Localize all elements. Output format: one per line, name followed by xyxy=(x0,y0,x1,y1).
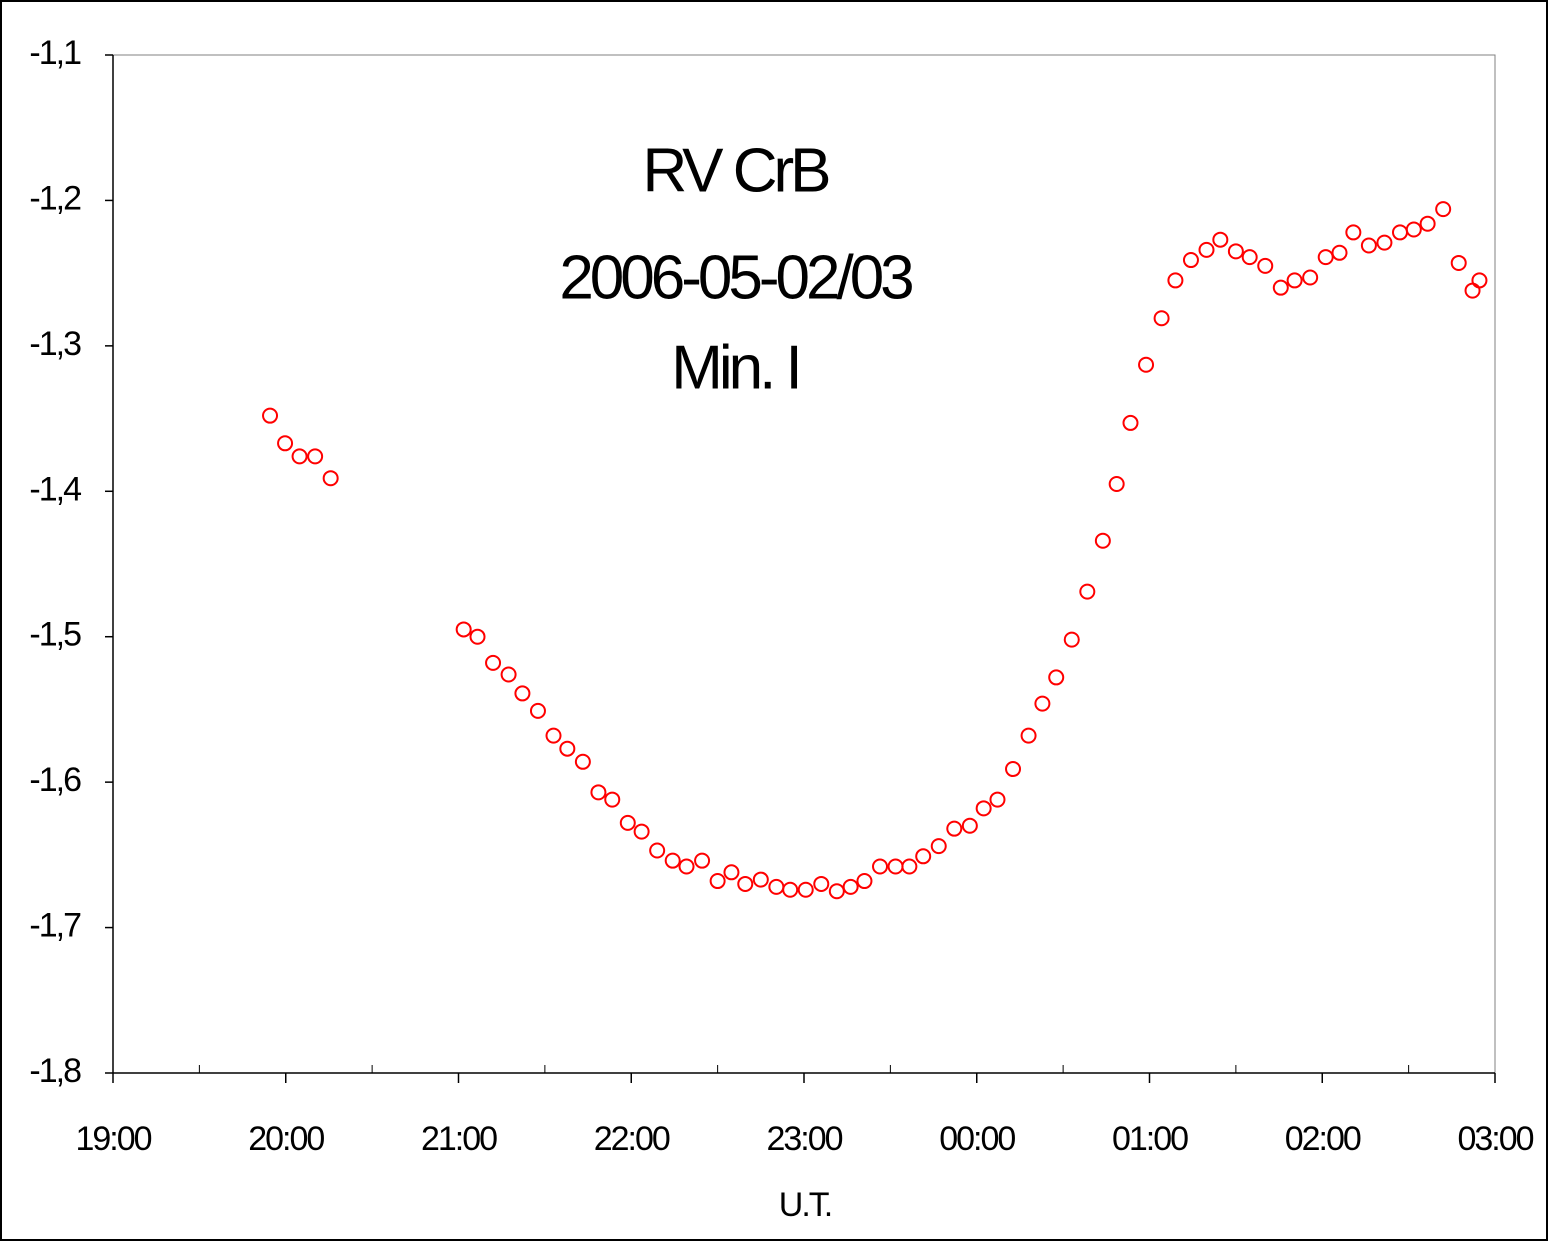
chart-title: 2006-05-02/03 xyxy=(559,243,912,312)
point xyxy=(797,881,814,898)
x-tick-label: 23:00 xyxy=(766,1120,842,1158)
point xyxy=(856,873,873,890)
point xyxy=(828,883,845,900)
x-tick-label: 19:00 xyxy=(75,1120,151,1158)
point xyxy=(737,875,754,892)
point xyxy=(262,407,279,424)
point xyxy=(1331,244,1348,261)
chart-title: Min. I xyxy=(671,333,799,402)
point xyxy=(469,628,486,645)
chart-title: RV CrB xyxy=(642,136,829,205)
point xyxy=(307,448,324,465)
point xyxy=(1227,243,1244,260)
point xyxy=(1079,583,1096,600)
point xyxy=(1048,669,1065,686)
x-tick-label: 02:00 xyxy=(1285,1120,1361,1158)
point xyxy=(694,852,711,869)
point xyxy=(1450,254,1467,271)
x-tick-label: 03:00 xyxy=(1457,1120,1533,1158)
point xyxy=(1257,257,1274,274)
point xyxy=(1286,272,1303,289)
point xyxy=(1435,201,1452,218)
y-tick-label: -1,6 xyxy=(29,761,81,799)
point xyxy=(1063,631,1080,648)
point xyxy=(1345,224,1362,241)
point xyxy=(1034,695,1051,712)
point xyxy=(678,858,695,875)
point xyxy=(1198,241,1215,258)
point xyxy=(961,817,978,834)
point xyxy=(322,470,339,487)
point xyxy=(633,823,650,840)
point xyxy=(1153,310,1170,327)
point xyxy=(901,858,918,875)
point xyxy=(1122,414,1139,431)
point xyxy=(709,873,726,890)
point xyxy=(559,740,576,757)
x-tick-label: 00:00 xyxy=(939,1120,1015,1158)
point xyxy=(872,858,889,875)
point xyxy=(813,875,830,892)
y-tick-label: -1,3 xyxy=(29,325,81,363)
point xyxy=(664,852,681,869)
point xyxy=(529,702,546,719)
point xyxy=(752,871,769,888)
point xyxy=(842,878,859,895)
point xyxy=(1212,231,1229,248)
point xyxy=(989,791,1006,808)
point xyxy=(946,820,963,837)
point xyxy=(975,800,992,817)
point xyxy=(1241,249,1258,266)
point xyxy=(1360,237,1377,254)
y-tick-label: -1,5 xyxy=(29,616,81,654)
point xyxy=(1138,356,1155,373)
point xyxy=(1167,272,1184,289)
point xyxy=(649,842,666,859)
x-tick-label: 01:00 xyxy=(1112,1120,1188,1158)
point xyxy=(723,864,740,881)
point xyxy=(500,666,517,683)
point xyxy=(1020,727,1037,744)
point xyxy=(545,727,562,744)
point xyxy=(514,685,531,702)
x-axis-label: U.T. xyxy=(779,1186,831,1224)
point xyxy=(1005,761,1022,778)
point xyxy=(782,881,799,898)
point xyxy=(277,435,294,452)
point xyxy=(455,621,472,638)
point xyxy=(291,448,308,465)
point xyxy=(1108,476,1125,493)
point xyxy=(930,838,947,855)
x-tick-label: 20:00 xyxy=(248,1120,324,1158)
point xyxy=(1094,532,1111,549)
point xyxy=(1272,279,1289,296)
point xyxy=(590,784,607,801)
point xyxy=(619,814,636,831)
point xyxy=(1376,234,1393,251)
point xyxy=(1405,221,1422,238)
point xyxy=(1302,269,1319,286)
y-tick-label: -1,4 xyxy=(29,470,81,508)
point xyxy=(1317,249,1334,266)
point xyxy=(915,848,932,865)
point xyxy=(1182,252,1199,269)
x-tick-label: 21:00 xyxy=(421,1120,497,1158)
point xyxy=(1471,272,1488,289)
point xyxy=(1419,215,1436,232)
y-tick-label: -1,7 xyxy=(29,907,81,945)
point xyxy=(574,753,591,770)
y-tick-label: -1,1 xyxy=(29,34,81,72)
x-tick-label: 22:00 xyxy=(594,1120,670,1158)
y-tick-label: -1,8 xyxy=(29,1052,81,1090)
point xyxy=(485,654,502,671)
y-tick-label: -1,2 xyxy=(29,179,81,217)
point xyxy=(604,791,621,808)
